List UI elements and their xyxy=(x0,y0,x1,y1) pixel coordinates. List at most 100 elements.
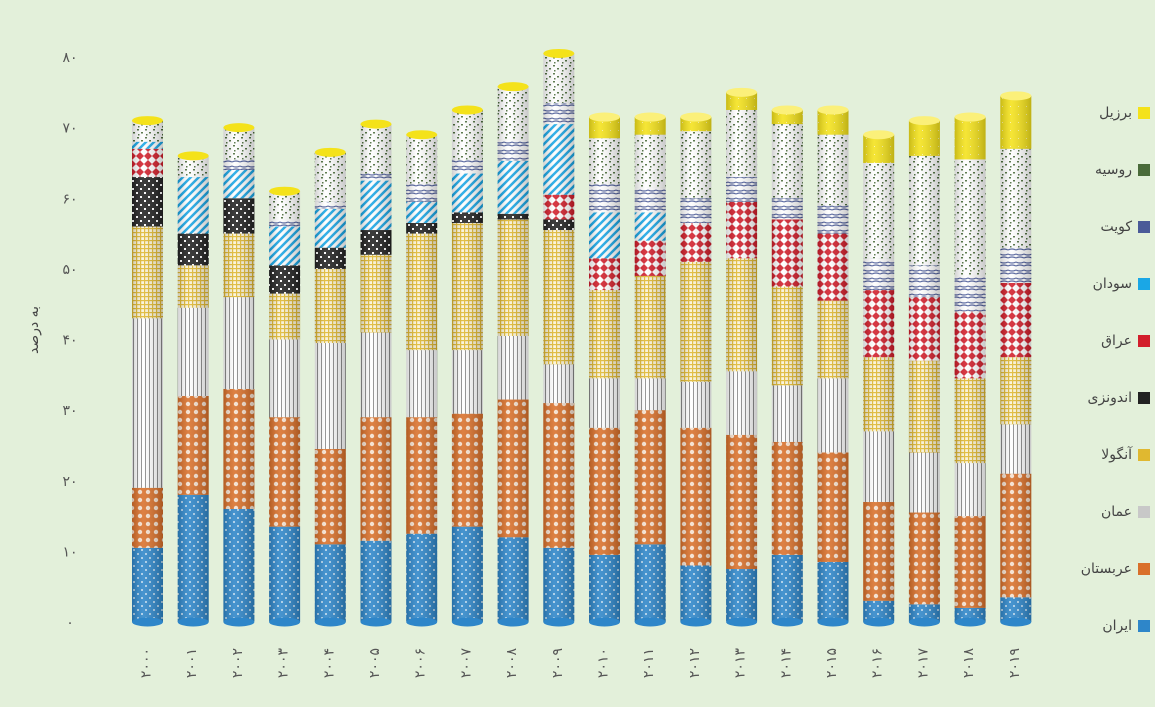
bar-top-cap xyxy=(269,186,301,196)
bar-top-cap xyxy=(954,112,986,122)
bar-shading xyxy=(771,109,803,622)
y-tick-label: ۰ xyxy=(66,615,74,631)
bar-base xyxy=(634,617,666,627)
legend-label: ایران xyxy=(1102,617,1132,634)
x-tick-label: ۲۰۱۵ xyxy=(824,648,840,678)
x-tick-label: ۲۰۰۲ xyxy=(230,648,246,678)
bar-base xyxy=(908,617,940,627)
bar-column xyxy=(634,112,666,627)
legend-label: عمان xyxy=(1101,503,1132,520)
legend-swatch xyxy=(1138,163,1150,176)
bar-top-cap xyxy=(817,105,849,115)
legend-item: روسیه xyxy=(1040,141,1150,198)
bar-shading xyxy=(269,191,301,622)
bar-base xyxy=(177,617,209,627)
bar-base xyxy=(269,617,301,627)
bar-base xyxy=(223,617,255,627)
legend-item: کویت xyxy=(1040,198,1150,255)
bar-base xyxy=(817,617,849,627)
bar-top-cap xyxy=(223,123,255,133)
bar-column xyxy=(726,87,758,627)
legend-label: سودان xyxy=(1092,275,1132,292)
bar-base xyxy=(680,617,712,627)
legend-item: عربستان xyxy=(1040,540,1150,597)
bar-top-cap xyxy=(771,105,803,115)
y-tick-label: ۵۰ xyxy=(62,262,77,278)
x-tick-label: ۲۰۰۷ xyxy=(458,648,474,679)
bar-top-cap xyxy=(451,105,483,115)
bar-shading xyxy=(680,117,712,622)
bar-top-cap xyxy=(543,48,575,58)
bar-top-cap xyxy=(1000,91,1032,101)
y-tick-label: ۶۰ xyxy=(62,191,77,207)
bar-shading xyxy=(634,117,666,622)
bar-shading xyxy=(863,134,895,622)
bar-base xyxy=(406,617,438,627)
bar-base xyxy=(954,617,986,627)
legend-swatch xyxy=(1138,562,1150,575)
bar-column xyxy=(908,116,940,627)
bar-top-cap xyxy=(177,151,209,161)
legend-item: آنگولا xyxy=(1040,426,1150,483)
legend-swatch xyxy=(1138,277,1150,290)
bar-column xyxy=(863,130,895,627)
bar-shading xyxy=(314,152,346,622)
bar-top-cap xyxy=(634,112,666,122)
bar-column xyxy=(406,130,438,627)
legend-item: سودان xyxy=(1040,255,1150,312)
bar-base xyxy=(360,617,392,627)
bar-shading xyxy=(223,127,255,622)
y-axis-label: به درصد xyxy=(26,306,42,354)
legend-item: ایران xyxy=(1040,597,1150,654)
x-tick-label: ۲۰۰۰ xyxy=(139,648,155,678)
x-tick-label: ۲۰۱۲ xyxy=(687,648,703,678)
bar-top-cap xyxy=(132,116,163,126)
bar-shading xyxy=(817,109,849,622)
bar-top-cap xyxy=(680,112,712,122)
y-tick-label: ۱۰ xyxy=(62,544,77,560)
y-tick-label: ۴۰ xyxy=(62,333,77,349)
legend-swatch xyxy=(1138,391,1150,404)
bar-top-cap xyxy=(406,130,438,140)
bar-shading xyxy=(360,124,392,622)
bar-shading xyxy=(406,134,438,622)
x-tick-label: ۲۰۱۶ xyxy=(870,648,886,678)
bar-shading xyxy=(177,155,209,622)
bar-base xyxy=(314,617,346,627)
bar-base xyxy=(543,617,575,627)
x-tick-label: ۲۰۱۸ xyxy=(961,648,977,679)
bar-base xyxy=(132,617,163,627)
bar-base xyxy=(863,617,895,627)
bar-shading xyxy=(132,120,163,622)
legend: برزیل روسیه کویت سودان عراق اندونزی آنگولا عمان… xyxy=(1040,84,1150,654)
bar-column xyxy=(177,151,209,627)
y-tick-label: ۸۰ xyxy=(62,50,77,66)
bar-top-cap xyxy=(360,119,392,129)
x-tick-label: ۲۰۰۱ xyxy=(184,648,200,678)
bar-base xyxy=(771,617,803,627)
x-tick-label: ۲۰۱۴ xyxy=(778,648,794,678)
bar-shading xyxy=(726,92,758,622)
legend-item: عمان xyxy=(1040,483,1150,540)
bar-top-cap xyxy=(497,82,529,92)
bar-shading xyxy=(543,53,575,622)
legend-swatch xyxy=(1138,106,1150,119)
bar-shading xyxy=(589,117,620,622)
legend-label: کویت xyxy=(1100,218,1132,235)
bar-shading xyxy=(954,117,986,622)
bar-top-cap xyxy=(314,147,346,157)
y-tick-label: ۳۰ xyxy=(62,403,77,419)
legend-swatch xyxy=(1138,220,1150,233)
bar-top-cap xyxy=(589,112,620,122)
bar-column xyxy=(314,147,346,627)
legend-label: عراق xyxy=(1101,332,1132,349)
x-tick-label: ۲۰۰۸ xyxy=(504,648,520,679)
bar-column xyxy=(360,119,392,627)
bar-shading xyxy=(451,109,483,622)
x-tick-label: ۲۰۱۰ xyxy=(596,648,612,678)
bar-column xyxy=(132,116,163,627)
x-tick-label: ۲۰۱۱ xyxy=(641,648,657,678)
bar-shading xyxy=(1000,95,1032,622)
